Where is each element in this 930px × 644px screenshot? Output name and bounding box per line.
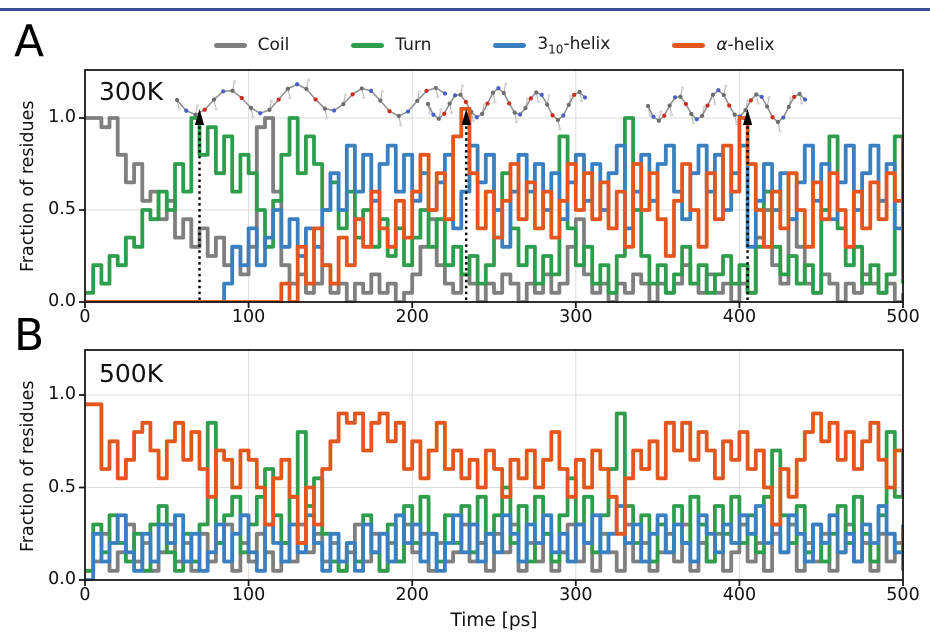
- panel-a-xtick-500: 500: [886, 307, 920, 327]
- panel-a-temperature-annotation: 300K: [99, 77, 164, 106]
- panel-a-ytick-1.0: 1.0: [48, 107, 76, 127]
- legend-label-alpha-helix: α-helix: [716, 35, 775, 56]
- panel-b-ytick-1.0: 1.0: [48, 384, 76, 404]
- series-alpha-line: [85, 106, 904, 303]
- panel-b-ytick-0.5: 0.5: [48, 477, 76, 497]
- series-helix310-line: [85, 504, 904, 581]
- legend-swatch-turn: [351, 42, 385, 48]
- legend-label-coil: Coil: [257, 35, 290, 56]
- legend-swatch-coil: [213, 42, 247, 48]
- panel-b-label: B: [14, 310, 45, 361]
- series-alpha-line: [85, 402, 904, 545]
- legend-item-coil: Coil: [213, 35, 290, 56]
- series-lines: [85, 402, 904, 581]
- page-rule: [0, 8, 930, 11]
- molecule-alpha-helix-structure: [645, 84, 808, 133]
- molecule-partially-folded-structure: [425, 82, 588, 131]
- panel-b-plot: [79, 349, 904, 586]
- snapshot-arrows: [194, 109, 753, 300]
- panel-a-xtick-100: 100: [231, 307, 266, 327]
- panel-a-label: A: [14, 16, 45, 67]
- panel-b-xtick-200: 200: [395, 585, 429, 605]
- tick-marks: [79, 394, 904, 586]
- panel-a-xtick-300: 300: [559, 307, 593, 327]
- legend: Coil Turn 310-helix α-helix: [85, 34, 903, 56]
- panel-b-xtick-300: 300: [559, 585, 593, 605]
- legend-swatch-alpha-helix: [672, 42, 706, 48]
- panel-b-ytick-0.0: 0.0: [48, 569, 76, 589]
- plot-frame: [84, 69, 904, 303]
- tick-marks: [79, 117, 904, 308]
- panel-a-xtick-200: 200: [395, 307, 429, 327]
- panel-b-xtick-500: 500: [886, 585, 920, 605]
- time-arrow-head: [194, 109, 205, 125]
- plot-frame: [84, 349, 904, 581]
- molecule-extended-coil-structure: [174, 78, 448, 127]
- panel-a-y-axis-label: Fraction of residues: [18, 100, 38, 273]
- time-arrow-head: [742, 109, 753, 125]
- x-axis-label: Time [ps]: [450, 610, 538, 631]
- legend-swatch-310-helix: [493, 42, 527, 48]
- panel-b-xtick-400: 400: [722, 585, 757, 605]
- series-lines: [85, 106, 904, 303]
- panel-a-ytick-0.0: 0.0: [48, 291, 76, 311]
- legend-item-turn: Turn: [351, 35, 431, 55]
- panel-b-xtick-100: 100: [231, 585, 266, 605]
- panel-a-xtick-400: 400: [722, 307, 757, 327]
- legend-label-310-helix: 310-helix: [537, 34, 611, 57]
- legend-item-alpha-helix: α-helix: [672, 35, 774, 55]
- panel-b-temperature-annotation: 500K: [99, 359, 164, 388]
- time-arrow-head: [461, 109, 471, 125]
- panel-a-xtick-0: 0: [79, 307, 91, 327]
- panel-a-ytick-0.5: 0.5: [48, 199, 76, 219]
- legend-item-310-helix: 310-helix: [493, 34, 610, 56]
- panel-b-xtick-0: 0: [79, 585, 91, 605]
- panel-b-y-axis-label: Fraction of residues: [18, 380, 38, 553]
- panel-a-plot: [79, 69, 904, 308]
- legend-label-turn: Turn: [395, 35, 432, 56]
- molecule-snapshots: [174, 78, 808, 133]
